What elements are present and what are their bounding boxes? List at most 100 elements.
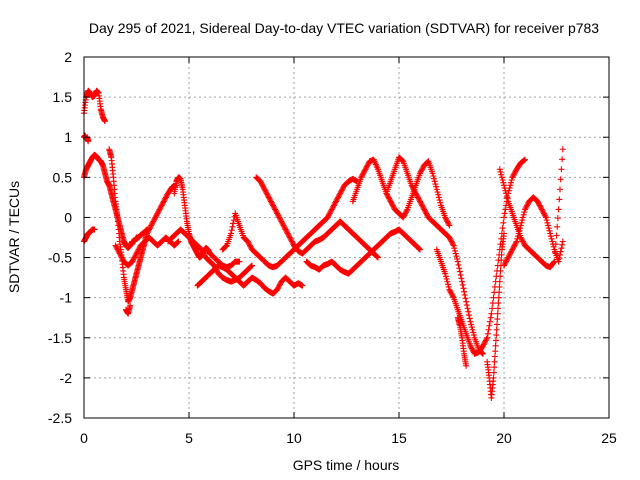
data-point <box>519 237 526 244</box>
data-point <box>556 255 563 262</box>
data-point <box>284 229 290 236</box>
data-point <box>333 197 340 204</box>
data-point <box>246 241 253 248</box>
data-point <box>160 198 167 205</box>
data-point <box>466 312 472 319</box>
data-point <box>546 227 553 234</box>
data-point <box>263 190 270 197</box>
data-point <box>335 193 342 200</box>
data-point <box>200 250 207 257</box>
data-point <box>419 166 426 173</box>
data-point <box>113 245 120 252</box>
data-point <box>555 206 562 213</box>
data-point <box>280 222 287 229</box>
data-point <box>480 342 486 349</box>
data-point <box>410 185 416 192</box>
data-point <box>524 201 531 208</box>
data-point <box>337 190 344 197</box>
data-point <box>362 166 369 173</box>
data-point <box>511 170 518 177</box>
y-tick-label: -1 <box>60 290 73 306</box>
data-point <box>248 263 255 270</box>
data-point <box>517 225 524 232</box>
data-point <box>329 205 336 212</box>
data-point <box>559 156 566 163</box>
data-point <box>412 190 419 197</box>
data-point <box>491 358 498 365</box>
data-point <box>287 235 294 242</box>
data-point <box>466 315 473 322</box>
data-point <box>132 253 139 260</box>
data-point <box>286 234 293 241</box>
data-point <box>424 211 430 218</box>
data-point <box>454 255 461 262</box>
data-point <box>403 209 409 216</box>
series-arc-13 <box>303 226 423 277</box>
data-point <box>265 194 272 201</box>
data-point <box>505 254 512 261</box>
chart-title: Day 295 of 2021, Sidereal Day-to-day VTE… <box>89 20 599 36</box>
data-point <box>261 186 268 193</box>
data-point <box>497 273 504 280</box>
data-point <box>270 202 276 209</box>
data-point <box>154 210 161 217</box>
data-point <box>398 156 405 163</box>
data-point <box>458 275 465 282</box>
data-point <box>201 251 208 258</box>
data-point <box>247 263 254 270</box>
data-point <box>503 257 510 264</box>
data-point <box>408 182 415 189</box>
data-point <box>501 261 508 268</box>
data-point <box>512 241 519 248</box>
data-point <box>537 203 544 210</box>
data-point <box>268 199 275 206</box>
data-point <box>495 300 502 307</box>
x-tick-label: 20 <box>496 430 512 446</box>
data-point <box>443 275 450 282</box>
data-point <box>281 223 288 230</box>
data-point <box>263 189 269 196</box>
data-point <box>486 322 493 329</box>
data-point <box>330 202 337 209</box>
data-point <box>385 194 392 201</box>
data-point <box>498 174 505 181</box>
data-point <box>536 202 543 209</box>
data-point <box>444 218 451 225</box>
data-point <box>262 187 269 194</box>
y-tick-label: 2 <box>64 49 72 65</box>
series-arc-2 <box>81 132 92 145</box>
x-tick-label: 5 <box>185 430 193 446</box>
data-point <box>146 225 153 232</box>
data-point <box>358 174 365 181</box>
data-point <box>399 157 406 164</box>
data-point <box>328 206 335 213</box>
data-point <box>459 278 465 285</box>
data-point <box>162 194 169 201</box>
data-point <box>498 171 505 178</box>
data-point <box>267 198 274 205</box>
data-point <box>162 195 169 202</box>
data-point <box>450 242 457 249</box>
data-point <box>517 222 524 229</box>
data-point <box>461 291 468 298</box>
data-point <box>550 243 557 250</box>
data-point <box>524 202 531 209</box>
data-point <box>337 189 344 196</box>
data-point <box>468 344 475 351</box>
data-point <box>151 215 158 222</box>
data-point <box>419 203 426 210</box>
data-point <box>423 210 430 217</box>
data-point <box>508 177 515 184</box>
data-point <box>332 199 339 206</box>
x-axis-label: GPS time / hours <box>293 457 400 473</box>
data-point <box>148 221 155 228</box>
data-point <box>260 185 267 192</box>
data-point <box>132 251 139 258</box>
data-point <box>417 198 423 205</box>
data-point <box>557 186 563 193</box>
data-point <box>276 282 283 289</box>
data-point <box>277 215 283 222</box>
data-point <box>487 314 494 321</box>
data-point <box>158 202 165 209</box>
data-point <box>508 247 515 254</box>
